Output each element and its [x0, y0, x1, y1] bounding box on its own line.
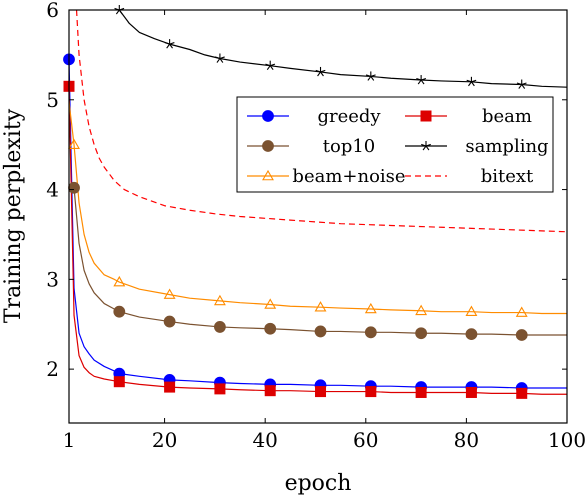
legend-marker-beam-noise: [262, 169, 274, 181]
data-point-beam-noise: [515, 306, 528, 317]
data-point-beam: [465, 386, 477, 398]
data-point-top10: [163, 315, 176, 328]
x-tick-label: 1: [63, 428, 76, 452]
y-ticks: 2 3 4 5 6: [46, 0, 567, 381]
data-point-beam: [315, 386, 327, 398]
data-point-top10: [68, 181, 80, 194]
data-point-beam-noise: [314, 301, 327, 312]
data-point-beam-noise: [364, 302, 377, 314]
data-point-beam: [264, 385, 276, 397]
x-tick-label: 60: [353, 428, 378, 452]
plot-frame: [68, 9, 568, 424]
data-point-sampling: [466, 76, 477, 87]
data-point-beam: [113, 376, 125, 388]
data-point-top10: [465, 328, 478, 341]
data-point-beam-noise: [415, 304, 428, 316]
legend-marker-top10: [262, 140, 274, 152]
legend-label-greedy: greedy: [317, 106, 381, 127]
y-tick-label: 2: [46, 357, 59, 381]
data-point-beam: [365, 386, 377, 398]
data-point-top10: [515, 329, 528, 341]
series-line-beam-noise: [69, 101, 567, 315]
data-point-beam-noise: [113, 275, 126, 287]
legend-box: [236, 96, 554, 193]
data-point-sampling: [516, 79, 527, 89]
legend-marker-greedy: [262, 110, 274, 122]
legend-label-beam-noise: beam+noise: [292, 166, 405, 187]
x-axis-label: epoch: [285, 471, 352, 496]
series-line-beam: [69, 86, 567, 395]
y-tick-label: 3: [46, 267, 59, 291]
y-tick-label: 4: [46, 178, 59, 202]
x-tick-label: 20: [152, 428, 177, 452]
data-point-top10: [415, 327, 428, 340]
series-line-bitext: [75, 10, 567, 233]
y-axis-label: Training perplexity: [1, 108, 26, 323]
data-point-beam-noise: [213, 294, 226, 306]
data-point-sampling: [164, 39, 175, 49]
data-point-beam: [516, 387, 528, 399]
y-tick-label: 5: [46, 88, 59, 112]
x-ticks: 1 20 40 60 80 100: [63, 10, 586, 452]
legend-label-top10: top10: [323, 136, 376, 157]
series-line-sampling: [118, 10, 567, 88]
data-point-beam-noise: [163, 288, 176, 299]
data-point-sampling: [315, 66, 326, 77]
data-point-sampling: [214, 53, 225, 63]
data-point-top10: [314, 325, 327, 338]
series-lines: [69, 10, 567, 395]
data-point-beam-noise: [68, 138, 80, 149]
data-point-beam-noise: [264, 298, 277, 309]
legend-marker-sampling: [421, 141, 431, 151]
legend: greedy beam top10 sampling beam+noise bitext: [236, 96, 554, 193]
data-point-top10: [264, 322, 277, 335]
data-point-top10: [214, 321, 226, 333]
data-point-sampling: [416, 75, 427, 85]
series-markers: [63, 5, 528, 399]
y-tick-label: 6: [46, 0, 59, 22]
data-point-beam: [214, 383, 226, 395]
x-tick-label: 40: [252, 428, 277, 452]
legend-label-sampling: sampling: [465, 136, 548, 157]
x-tick-label: 80: [454, 428, 479, 452]
data-point-beam-noise: [465, 305, 478, 316]
data-point-beam: [415, 386, 427, 398]
data-point-sampling: [265, 60, 276, 71]
data-point-top10: [113, 305, 126, 318]
legend-label-beam: beam: [482, 106, 532, 127]
x-tick-label: 100: [548, 428, 586, 452]
data-point-top10: [364, 326, 377, 339]
data-point-sampling: [365, 71, 376, 81]
legend-label-bitext: bitext: [481, 166, 534, 187]
data-point-beam: [164, 381, 176, 393]
legend-marker-beam: [420, 110, 432, 122]
series-line-greedy: [69, 59, 567, 389]
